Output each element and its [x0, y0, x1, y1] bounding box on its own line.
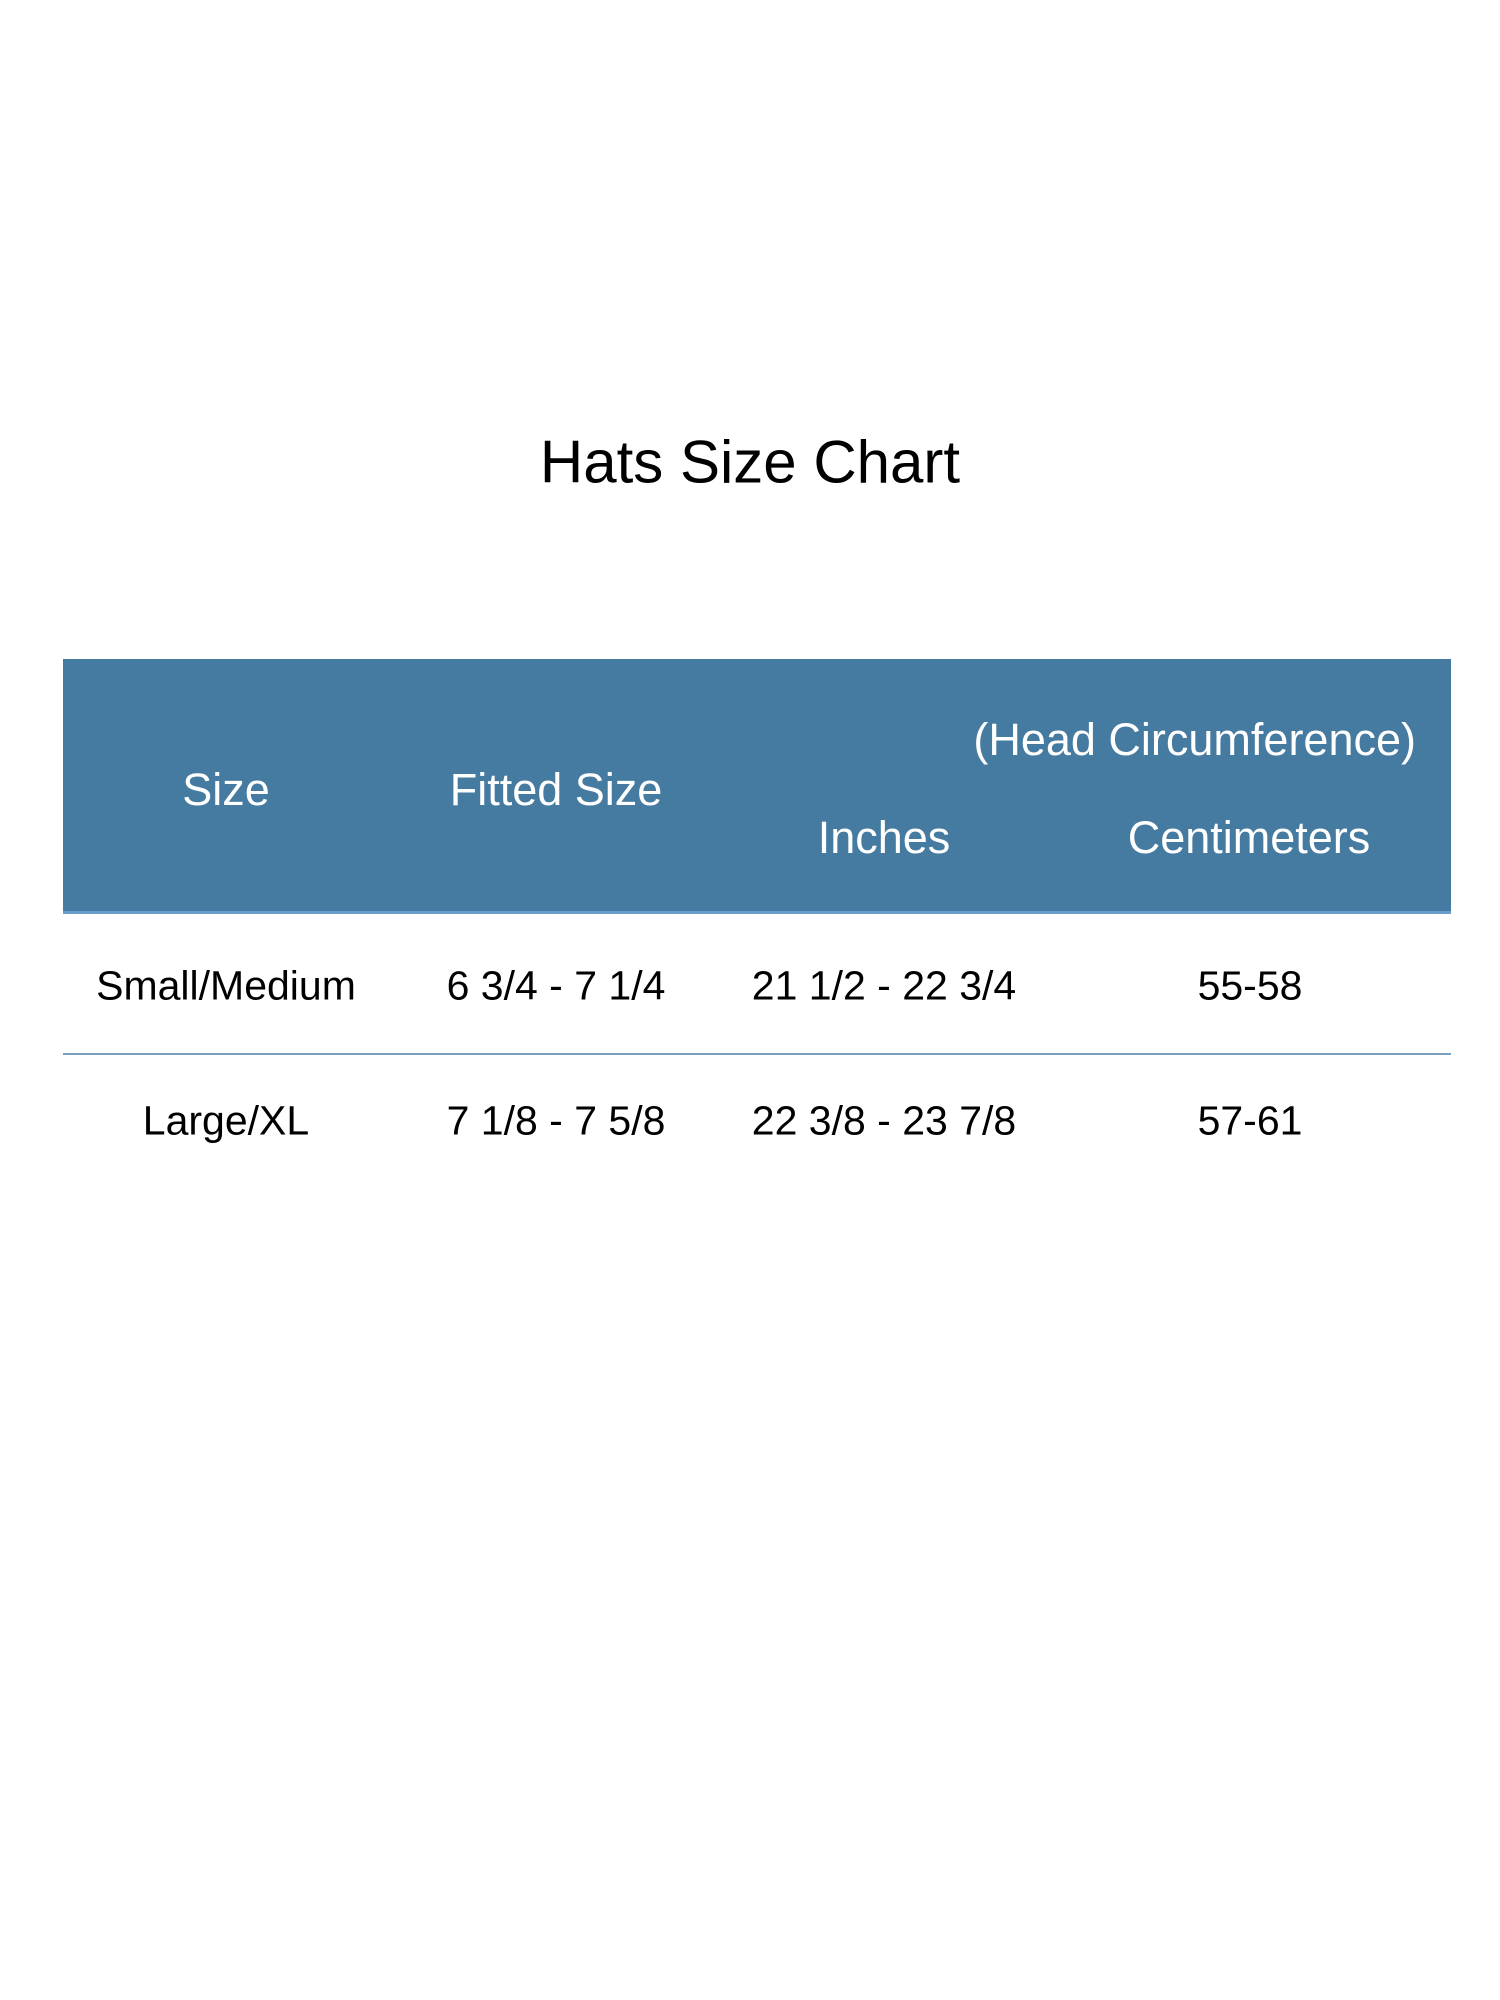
cell-fitted-size: 6 3/4 - 7 1/4: [446, 962, 666, 1009]
page-title: Hats Size Chart: [539, 428, 961, 496]
header-head-circumference: (Head Circumference): [973, 714, 1416, 765]
cell-size: Small/Medium: [96, 962, 356, 1009]
cell-fitted-size: 7 1/8 - 7 5/8: [446, 1097, 666, 1144]
cell-centimeters: 55-58: [1197, 962, 1303, 1009]
cell-centimeters: 57-61: [1197, 1097, 1303, 1144]
header-size: Size: [182, 764, 270, 815]
header-fitted-size: Fitted Size: [449, 764, 663, 815]
cell-size: Large/XL: [142, 1097, 310, 1144]
header-inches: Inches: [817, 812, 951, 863]
row-divider: [63, 1053, 1451, 1055]
table-header: [63, 659, 1451, 914]
cell-inches: 22 3/8 - 23 7/8: [751, 1097, 1017, 1144]
cell-inches: 21 1/2 - 22 3/4: [751, 962, 1017, 1009]
header-centimeters: Centimeters: [1127, 812, 1371, 863]
